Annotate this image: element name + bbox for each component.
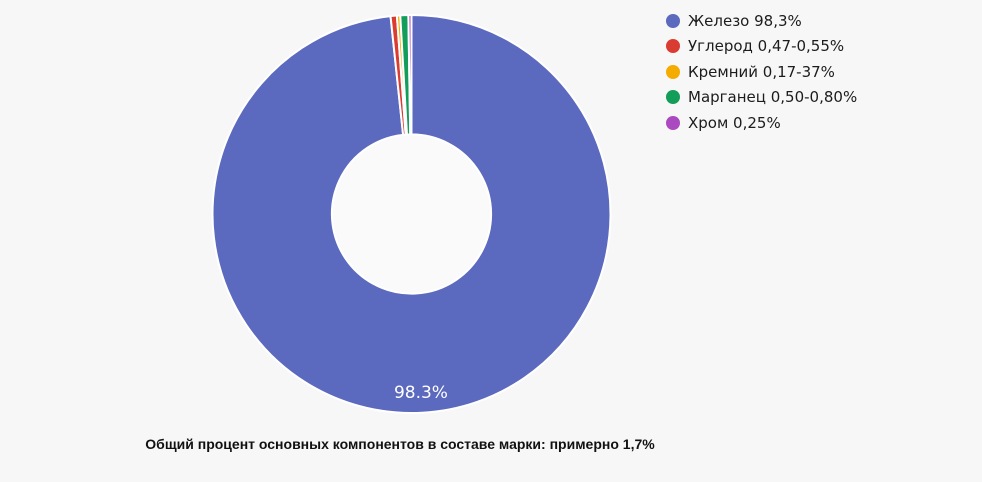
slice-value-label: 98.3% — [394, 383, 448, 403]
donut-slice-0[interactable] — [211, 14, 612, 414]
legend-label: Марганец 0,50-0,80% — [688, 88, 858, 107]
legend-item-2[interactable]: Кремний 0,17-37% — [666, 59, 857, 85]
legend-item-4[interactable]: Хром 0,25% — [666, 110, 857, 136]
legend-swatch-icon — [666, 90, 680, 105]
legend-label: Углерод 0,47-0,55% — [688, 37, 845, 56]
donut-hole — [331, 134, 492, 294]
legend-label: Железо 98,3% — [688, 11, 802, 30]
legend-item-0[interactable]: Железо 98,3% — [666, 8, 857, 34]
legend-label: Хром 0,25% — [688, 113, 781, 132]
legend-swatch-icon — [666, 13, 680, 28]
legend-swatch-icon — [666, 64, 680, 79]
legend-item-3[interactable]: Марганец 0,50-0,80% — [666, 85, 857, 111]
legend-swatch-icon — [666, 115, 680, 130]
legend-item-1[interactable]: Углерод 0,47-0,55% — [666, 34, 857, 60]
donut-slice-4[interactable] — [407, 14, 413, 136]
chart-caption: Общий процент основных компонентов в сос… — [145, 436, 655, 452]
legend-swatch-icon — [666, 39, 680, 54]
chart-legend: Железо 98,3% Углерод 0,47-0,55% Кремний 0,… — [666, 8, 857, 136]
legend-label: Кремний 0,17-37% — [688, 62, 835, 81]
